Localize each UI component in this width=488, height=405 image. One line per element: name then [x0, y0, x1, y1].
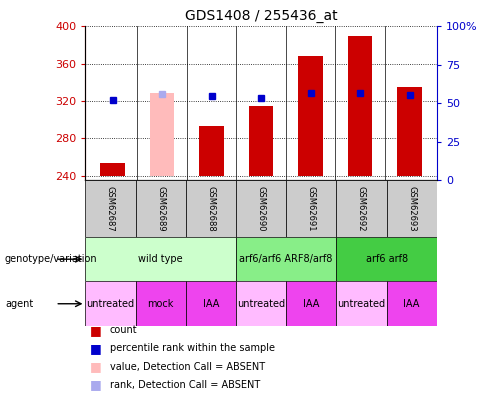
Bar	[336, 237, 437, 281]
Text: count: count	[110, 325, 138, 335]
Text: genotype/variation: genotype/variation	[5, 254, 98, 264]
Bar	[249, 106, 273, 175]
Bar	[85, 237, 236, 281]
Bar	[336, 180, 386, 237]
Bar	[386, 281, 437, 326]
Bar	[100, 164, 125, 175]
Text: mock: mock	[147, 299, 174, 309]
Text: agent: agent	[5, 299, 33, 309]
Bar	[186, 281, 236, 326]
Text: ■: ■	[90, 342, 102, 355]
Bar	[298, 56, 323, 175]
Bar	[150, 94, 175, 175]
Text: ■: ■	[90, 324, 102, 337]
Bar	[236, 237, 336, 281]
Text: value, Detection Call = ABSENT: value, Detection Call = ABSENT	[110, 362, 265, 371]
Bar	[85, 180, 136, 237]
Bar	[347, 36, 372, 175]
Bar	[336, 281, 386, 326]
Text: GSM62691: GSM62691	[307, 186, 316, 231]
Bar	[136, 281, 186, 326]
Text: untreated: untreated	[86, 299, 135, 309]
Bar	[236, 281, 286, 326]
Text: IAA: IAA	[303, 299, 320, 309]
Bar	[386, 180, 437, 237]
Bar	[236, 180, 286, 237]
Title: GDS1408 / 255436_at: GDS1408 / 255436_at	[185, 9, 337, 23]
Text: arf6/arf6 ARF8/arf8: arf6/arf6 ARF8/arf8	[240, 254, 333, 264]
Text: rank, Detection Call = ABSENT: rank, Detection Call = ABSENT	[110, 380, 260, 390]
Bar	[286, 180, 336, 237]
Bar	[186, 180, 236, 237]
Bar	[199, 126, 224, 175]
Text: ■: ■	[90, 360, 102, 373]
Text: wild type: wild type	[139, 254, 183, 264]
Text: IAA: IAA	[404, 299, 420, 309]
Bar	[397, 87, 422, 175]
Text: IAA: IAA	[203, 299, 219, 309]
Bar	[85, 281, 136, 326]
Text: GSM62692: GSM62692	[357, 186, 366, 231]
Text: GSM62687: GSM62687	[106, 186, 115, 231]
Text: arf6 arf8: arf6 arf8	[366, 254, 407, 264]
Text: percentile rank within the sample: percentile rank within the sample	[110, 343, 275, 353]
Text: ■: ■	[90, 378, 102, 391]
Text: GSM62693: GSM62693	[407, 186, 416, 231]
Text: untreated: untreated	[337, 299, 386, 309]
Bar	[136, 180, 186, 237]
Text: GSM62690: GSM62690	[257, 186, 265, 231]
Text: GSM62688: GSM62688	[206, 186, 215, 231]
Text: untreated: untreated	[237, 299, 285, 309]
Bar	[286, 281, 336, 326]
Text: GSM62689: GSM62689	[156, 186, 165, 231]
